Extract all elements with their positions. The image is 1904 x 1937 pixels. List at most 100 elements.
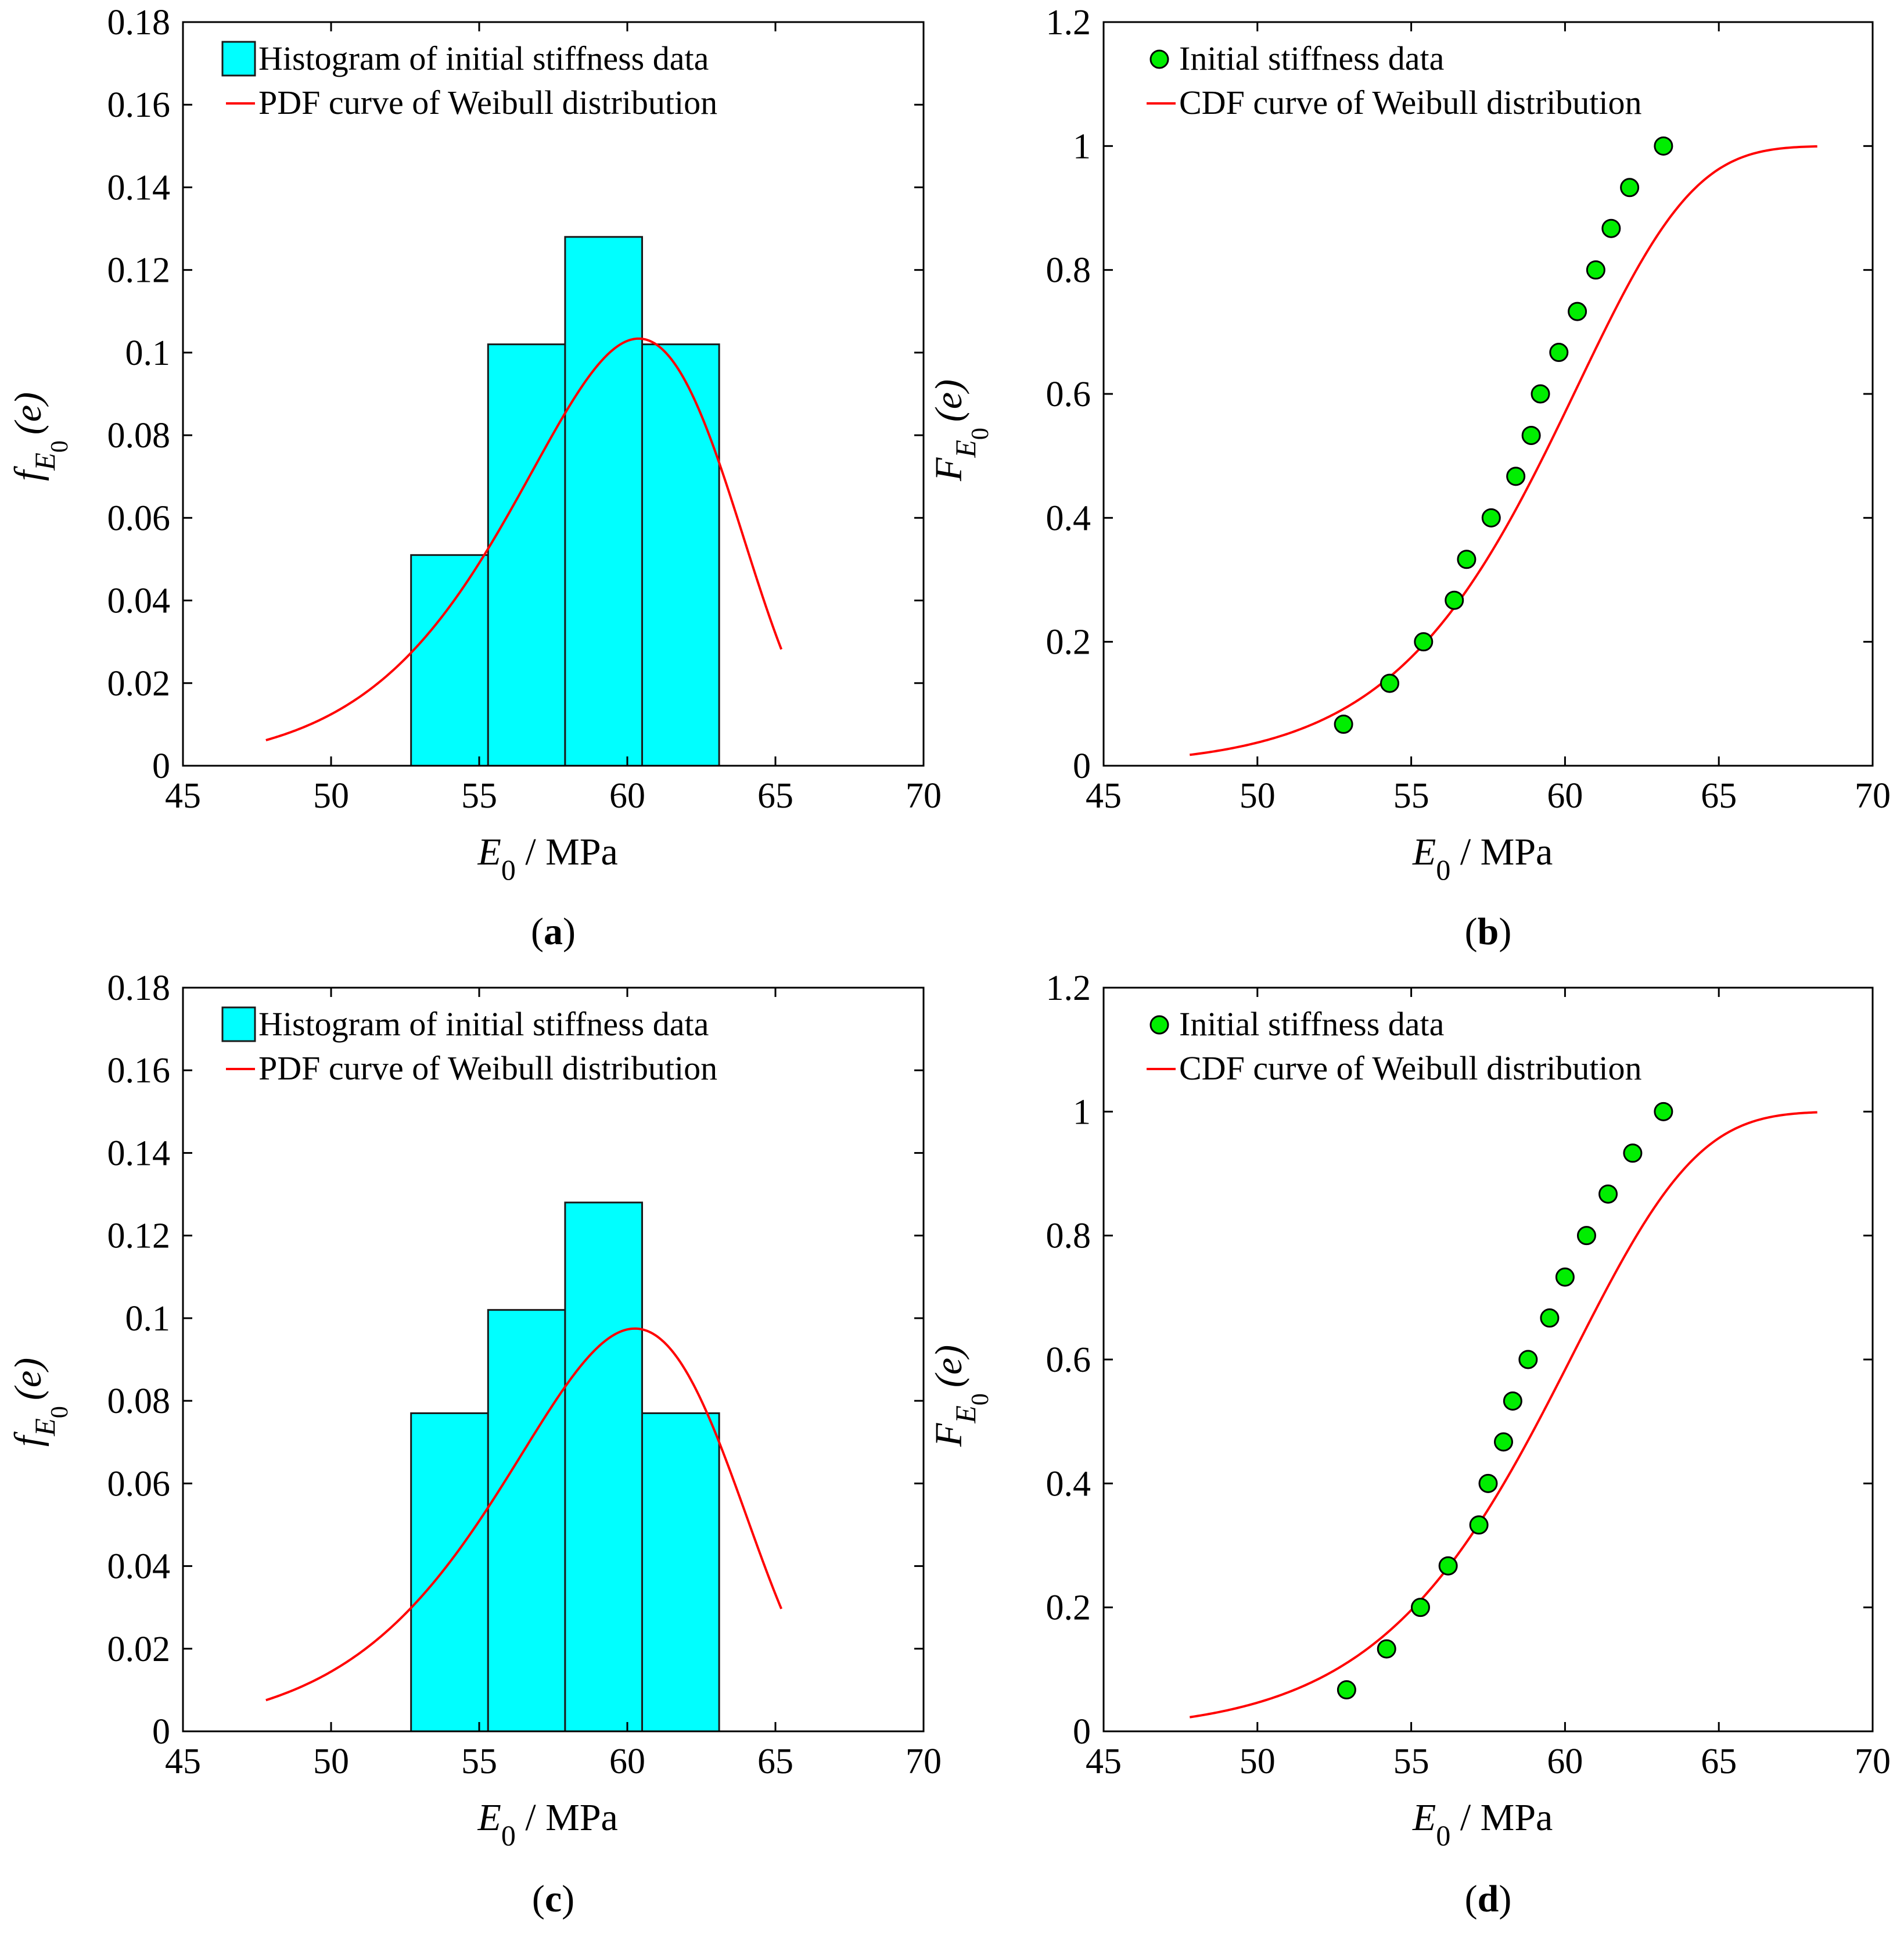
data-point-14 — [1620, 178, 1640, 198]
data-point-2 — [1377, 1639, 1396, 1659]
y-tick-label: 0.12 — [107, 251, 171, 290]
data-point-8 — [1503, 1391, 1522, 1411]
histogram-bar-4 — [641, 343, 720, 766]
legend-label-1: Histogram of initial stiffness data — [258, 40, 709, 77]
data-point-10 — [1540, 1308, 1560, 1328]
histogram-bar-3 — [564, 1201, 644, 1731]
y-tick-label: 1.2 — [1046, 969, 1091, 1008]
panel-label: (b) — [1465, 910, 1512, 953]
x-tick-label: 45 — [165, 1742, 201, 1781]
data-layer — [265, 236, 783, 766]
x-tick-label: 50 — [313, 1742, 349, 1781]
y-tick-label: 0.06 — [107, 1464, 171, 1504]
panel-label: (d) — [1465, 1878, 1512, 1920]
plot-area — [1104, 22, 1873, 766]
y-tick-label: 0 — [1073, 747, 1091, 786]
panel-d: 45 50 55 60 65 70 0 0.2 0.4 0.6 0.8 1 1.2 Initial sti… — [928, 969, 1891, 1920]
y-tick-label: 0.02 — [107, 1630, 171, 1669]
panel-a: 45 50 55 60 65 70 0 0.02 0.04 0.06 0.08 0.1 0.12 0.14… — [7, 3, 942, 953]
x-axis-label: E0 / MPa — [477, 1796, 618, 1852]
axes-box — [182, 987, 925, 1732]
data-point-9 — [1531, 384, 1550, 404]
x-tick-label: 55 — [461, 776, 497, 816]
x-tick-label: 60 — [1547, 776, 1583, 816]
y-tick-label: 0.08 — [107, 1382, 171, 1421]
data-point-5 — [1469, 1515, 1489, 1535]
x-tick-label: 70 — [906, 1742, 942, 1781]
x-tick-label: 70 — [1855, 1742, 1891, 1781]
y-tick-label: 0.2 — [1046, 1588, 1091, 1628]
y-tick-label: 0.16 — [107, 1051, 171, 1091]
data-point-7 — [1506, 467, 1526, 486]
y-tick-label: 0.1 — [125, 333, 171, 373]
histogram-bar-1 — [410, 1412, 489, 1731]
histogram-bar-2 — [487, 1309, 566, 1731]
histogram-bar-4 — [641, 1412, 720, 1731]
x-tick-label: 70 — [1855, 776, 1891, 816]
data-point-9 — [1518, 1350, 1538, 1369]
y-tick-label: 0.6 — [1046, 1340, 1091, 1380]
x-tick-label: 65 — [1701, 1742, 1737, 1781]
panel-c: 45 50 55 60 65 70 0 0.02 0.04 0.06 0.08 0.1 0.12 0.14… — [7, 969, 942, 1920]
legend-label-2: PDF curve of Weibull distribution — [258, 84, 717, 121]
pdf-curve — [265, 337, 783, 741]
data-point-12 — [1586, 260, 1605, 280]
data-point-8 — [1521, 425, 1541, 445]
data-point-15 — [1654, 136, 1673, 156]
histogram-bar-3 — [564, 236, 644, 766]
x-tick-label: 50 — [313, 776, 349, 816]
y-tick-label: 0.04 — [107, 1547, 171, 1587]
pdf-curve — [265, 1327, 783, 1702]
data-point-5 — [1457, 550, 1477, 569]
y-tick-label: 0.1 — [125, 1299, 171, 1339]
panel-label: (c) — [532, 1878, 574, 1920]
x-tick-label: 55 — [1393, 1742, 1429, 1781]
x-tick-label: 45 — [1086, 776, 1122, 816]
y-tick-label: 0.2 — [1046, 623, 1091, 662]
y-tick-label: 0.12 — [107, 1217, 171, 1256]
y-tick-label: 0.04 — [107, 582, 171, 621]
y-tick-label: 0.4 — [1046, 1464, 1091, 1504]
legend-label-1: Initial stiffness data — [1179, 1005, 1444, 1043]
legend-label-1: Histogram of initial stiffness data — [258, 1005, 709, 1043]
x-tick-label: 55 — [1393, 776, 1429, 816]
legend-label-2: PDF curve of Weibull distribution — [258, 1049, 717, 1087]
data-layer — [1189, 1102, 1817, 1719]
data-point-3 — [1414, 632, 1434, 652]
data-point-6 — [1481, 508, 1501, 528]
histogram-bar-2 — [487, 343, 566, 766]
data-point-1 — [1334, 715, 1353, 734]
y-tick-label: 0 — [1073, 1712, 1091, 1752]
data-point-15 — [1654, 1102, 1673, 1121]
data-point-13 — [1598, 1184, 1618, 1204]
data-point-1 — [1337, 1680, 1356, 1700]
data-point-13 — [1601, 218, 1621, 238]
x-axis-label: E0 / MPa — [477, 831, 618, 886]
x-tick-label: 55 — [461, 1742, 497, 1781]
y-tick-label: 0.18 — [107, 3, 171, 42]
data-point-10 — [1549, 343, 1569, 363]
legend-marker-data — [1149, 1015, 1169, 1035]
legend-swatch-histogram — [221, 41, 256, 77]
y-tick-label: 0.6 — [1046, 375, 1091, 414]
data-point-4 — [1445, 590, 1464, 610]
x-axis-label: E0 / MPa — [1412, 1796, 1553, 1852]
x-tick-label: 45 — [1086, 1742, 1122, 1781]
data-point-11 — [1555, 1267, 1575, 1287]
data-point-12 — [1576, 1226, 1596, 1246]
y-tick-label: 0.14 — [107, 168, 171, 207]
legend-label-2: CDF curve of Weibull distribution — [1179, 1049, 1642, 1087]
y-tick-label: 1.2 — [1046, 3, 1091, 42]
data-point-3 — [1410, 1598, 1430, 1617]
cdf-curve — [1189, 1111, 1817, 1719]
x-axis-label: E0 / MPa — [1412, 831, 1553, 886]
x-tick-label: 65 — [1701, 776, 1737, 816]
data-point-6 — [1478, 1473, 1498, 1493]
y-tick-label: 0 — [152, 1712, 170, 1752]
x-tick-label: 65 — [757, 776, 793, 816]
y-tick-label: 0 — [152, 747, 170, 786]
cdf-curve — [1190, 145, 1817, 756]
y-tick-label: 1 — [1073, 1092, 1091, 1132]
y-tick-label: 0.02 — [107, 664, 171, 704]
